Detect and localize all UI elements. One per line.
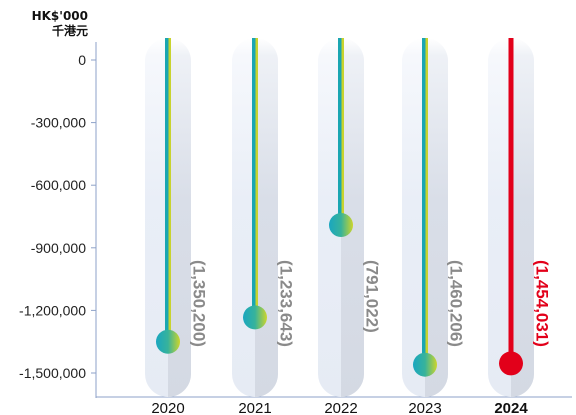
bar-line bbox=[508, 38, 514, 364]
bar-line bbox=[252, 38, 256, 318]
bar-tube-shade bbox=[168, 38, 191, 397]
y-tick-label: -900,000 bbox=[31, 240, 86, 256]
x-tick-label: 2023 bbox=[408, 400, 441, 415]
bar-marker bbox=[499, 351, 523, 376]
y-tick-label: -600,000 bbox=[31, 177, 86, 193]
bar-line-accent bbox=[425, 38, 428, 365]
x-tick-label: 2021 bbox=[238, 400, 271, 415]
bar-marker bbox=[413, 352, 437, 377]
y-tick-label: -300,000 bbox=[31, 115, 86, 131]
data-label: (1,454,031) bbox=[533, 260, 552, 347]
x-tick-label: 2022 bbox=[324, 400, 357, 415]
bar-marker bbox=[156, 329, 180, 354]
bar-tube-shade bbox=[425, 38, 448, 397]
bar-line-accent bbox=[168, 38, 171, 342]
bar-marker bbox=[329, 213, 353, 238]
bar-group-2023: (1,460,206) 2023 bbox=[402, 38, 466, 415]
bar-tube-shade bbox=[511, 38, 534, 397]
data-label: (1,233,643) bbox=[277, 260, 296, 347]
data-label: (791,022) bbox=[363, 260, 382, 333]
bar-line-accent bbox=[255, 38, 258, 318]
x-tick-label: 2020 bbox=[151, 400, 184, 415]
bar-tube-shade bbox=[341, 38, 364, 397]
bar-group-2020: (1,350,200) 2020 bbox=[145, 38, 209, 415]
x-tick-label: 2024 bbox=[494, 400, 528, 415]
y-tick-label: 0 bbox=[78, 52, 86, 68]
bar-marker bbox=[243, 305, 267, 330]
bar-group-2021: (1,233,643) 2021 bbox=[232, 38, 296, 415]
unit-label-zh: 千港元 bbox=[51, 24, 88, 38]
bar-line bbox=[422, 38, 426, 365]
bar-group-2024: (1,454,031) 2024 bbox=[488, 38, 552, 415]
bar-group-2022: (791,022) 2022 bbox=[318, 38, 382, 415]
y-tick-label: -1,500,000 bbox=[19, 365, 86, 381]
bar-line bbox=[165, 38, 169, 342]
data-label: (1,460,206) bbox=[447, 260, 466, 347]
bar-line-accent bbox=[341, 38, 344, 226]
bar-line bbox=[338, 38, 342, 226]
y-tick-label: -1,200,000 bbox=[19, 302, 86, 318]
unit-label-en: HK$'000 bbox=[31, 9, 88, 23]
data-label: (1,350,200) bbox=[190, 260, 209, 347]
